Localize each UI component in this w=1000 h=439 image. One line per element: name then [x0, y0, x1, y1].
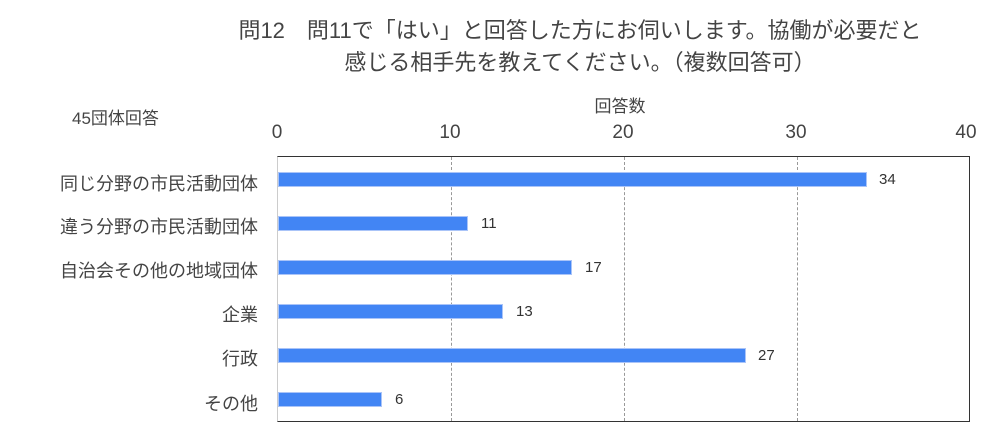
- chart-title-line1: 問12 問11で「はい」と回答した方にお伺いします。協働が必要だと: [238, 18, 922, 43]
- category-label: 自治会その他の地域団体: [60, 261, 258, 281]
- bar-value-label: 11: [481, 215, 497, 232]
- gridline: [624, 157, 625, 421]
- bar: [278, 172, 867, 187]
- bar-value-label: 13: [516, 303, 533, 320]
- chart-title-line2: 感じる相手先を教えてください。（複数回答可）: [344, 50, 816, 75]
- bar-value-label: 34: [879, 171, 896, 188]
- x-tick-30: 30: [785, 122, 807, 143]
- bar: [278, 348, 746, 363]
- bar-value-label: 6: [395, 391, 404, 408]
- category-label: 企業: [222, 305, 258, 325]
- x-tick-40: 40: [955, 122, 977, 143]
- gridline: [451, 157, 452, 421]
- x-tick-20: 20: [612, 122, 634, 143]
- bar-value-label: 17: [585, 259, 602, 276]
- x-tick-10: 10: [439, 122, 461, 143]
- response-count-note: 45団体回答: [72, 109, 159, 128]
- category-label: その他: [204, 394, 258, 414]
- category-label: 同じ分野の市民活動団体: [60, 174, 258, 194]
- bar-value-label: 27: [758, 347, 775, 364]
- gridline: [797, 157, 798, 421]
- bar: [278, 392, 382, 407]
- bar: [278, 304, 503, 319]
- plot-area: 34 11 17 13 27 6: [277, 156, 970, 422]
- category-label: 行政: [222, 349, 258, 369]
- bar: [278, 216, 468, 231]
- bar: [278, 260, 572, 275]
- category-label: 違う分野の市民活動団体: [60, 217, 258, 237]
- x-tick-0: 0: [271, 122, 283, 143]
- x-axis-label: 回答数: [594, 97, 646, 116]
